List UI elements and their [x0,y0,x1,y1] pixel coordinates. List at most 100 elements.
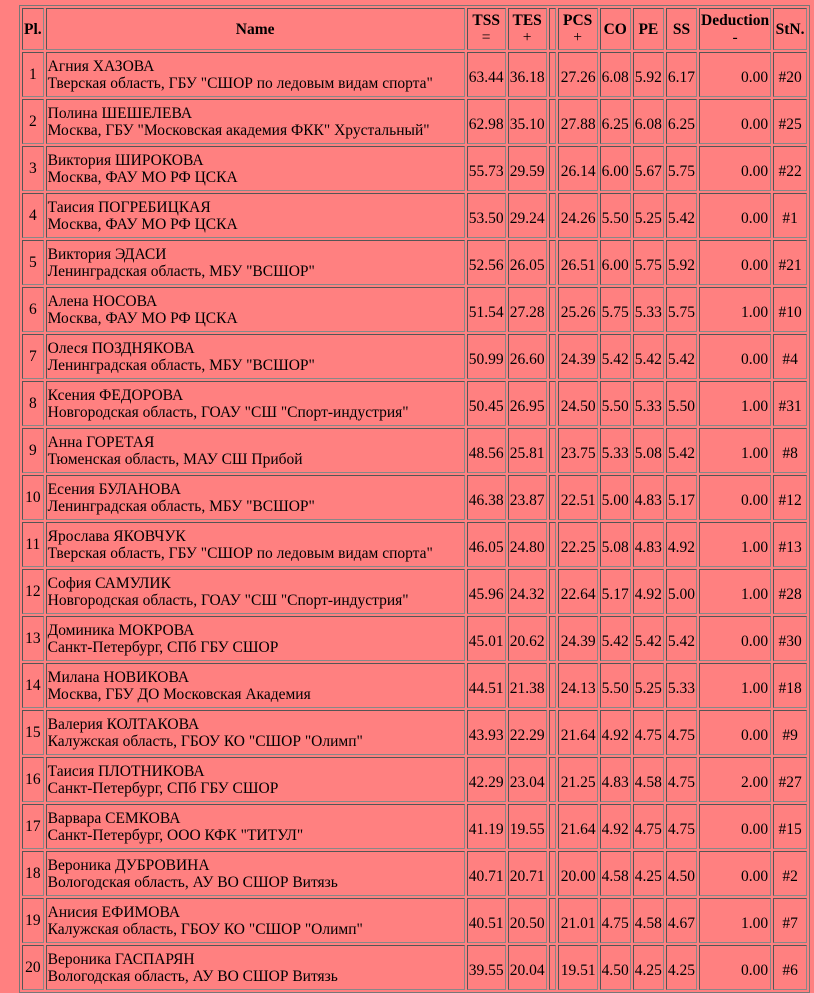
place: 3 [22,146,44,191]
ss: 5.17 [665,475,698,520]
ss: 5.50 [665,381,698,426]
tss: 41.19 [466,804,506,849]
skater-club: Москва, ФАУ МО РФ ЦСКА [47,309,238,327]
pe: 4.83 [632,475,664,520]
tss: 50.99 [466,334,506,379]
skater-name: Милана НОВИКОВА [47,668,190,686]
skater-club: Калужская область, ГБОУ КО "СШОР "Олимп" [47,732,363,750]
skater-cell: Милана НОВИКОВА Москва, ГБУ ДО Московская… [45,663,465,708]
pe: 5.33 [632,381,664,426]
pcs: 19.51 [557,945,598,990]
spacer-cell [548,428,556,473]
header-pcs: PCS + [557,8,598,50]
deduction: 1.00 [699,381,772,426]
deduction: 0.00 [699,240,772,285]
pe: 4.75 [632,710,664,755]
place: 10 [22,475,44,520]
skater-club: Москва, ФАУ МО РФ ЦСКА [47,215,238,233]
place: 17 [22,804,44,849]
table-row: 14 Милана НОВИКОВА Москва, ГБУ ДО Московск… [22,663,808,708]
skater-name: Ксения ФЕДОРОВА [47,386,184,404]
skater-club: Вологодская область, АУ ВО СШОР Витязь [47,967,338,985]
co: 4.83 [599,757,631,802]
table-row: 16 Таисия ПЛОТНИКОВА Санкт-Петербург, СПб … [22,757,808,802]
skater-name: Алена НОСОВА [47,292,158,310]
pe: 4.25 [632,851,664,896]
skater-cell: Таисия ПЛОТНИКОВА Санкт-Петербург, СПб ГБ… [45,757,465,802]
start-number: #18 [773,663,808,708]
tes: 25.81 [507,428,547,473]
skater-cell: Вероника ГАСПАРЯН Вологодская область, АУ… [45,945,465,990]
table-row: 4 Таисия ПОГРЕБИЦКАЯ Москва, ФАУ МО РФ ЦСК… [22,193,808,238]
pe: 5.08 [632,428,664,473]
spacer-cell [548,710,556,755]
tes: 27.28 [507,287,547,332]
co: 6.00 [599,146,631,191]
start-number: #12 [773,475,808,520]
ss: 4.67 [665,898,698,943]
skater-name: Вероника ГАСПАРЯН [47,950,195,968]
skater-club: Ленинградская область, МБУ "ВСШОР" [47,356,315,374]
skater-cell: Агния ХАЗОВА Тверская область, ГБУ "СШОР … [45,52,465,97]
tss: 50.45 [466,381,506,426]
table-row: 9 Анна ГОРЕТАЯ Тюменская область, МАУ СШ П… [22,428,808,473]
start-number: #13 [773,522,808,567]
tss: 40.71 [466,851,506,896]
tss: 48.56 [466,428,506,473]
tss: 63.44 [466,52,506,97]
tes: 20.62 [507,616,547,661]
header-ss: SS [665,8,698,50]
start-number: #7 [773,898,808,943]
deduction: 1.00 [699,898,772,943]
tss: 53.50 [466,193,506,238]
pe: 5.25 [632,193,664,238]
spacer-cell [548,381,556,426]
spacer-cell [548,475,556,520]
place: 6 [22,287,44,332]
co: 5.42 [599,334,631,379]
deduction: 1.00 [699,428,772,473]
skater-cell: Полина ШЕШЕЛЕВА Москва, ГБУ "Московская а… [45,99,465,144]
ss: 5.42 [665,616,698,661]
ss: 5.42 [665,428,698,473]
spacer-cell [548,945,556,990]
spacer-cell [548,616,556,661]
skater-club: Москва, ФАУ МО РФ ЦСКА [47,168,238,186]
start-number: #30 [773,616,808,661]
tes: 29.59 [507,146,547,191]
tes: 29.24 [507,193,547,238]
spacer-cell [548,334,556,379]
skater-name: Вероника ДУБРОВИНА [47,856,210,874]
tss: 42.29 [466,757,506,802]
pe: 5.25 [632,663,664,708]
results-table: Pl. Name TSS = TES + PCS + CO PE SS Deducti… [19,5,811,993]
pcs: 22.64 [557,569,598,614]
ss: 4.25 [665,945,698,990]
skater-cell: Анна ГОРЕТАЯ Тюменская область, МАУ СШ Пр… [45,428,465,473]
start-number: #22 [773,146,808,191]
co: 5.50 [599,663,631,708]
pe: 4.58 [632,898,664,943]
tes: 26.60 [507,334,547,379]
pe: 5.42 [632,616,664,661]
skater-club: Москва, ГБУ "Московская академия ФКК" Хр… [47,121,430,139]
pcs: 23.75 [557,428,598,473]
start-number: #15 [773,804,808,849]
skater-name: Есения БУЛАНОВА [47,480,181,498]
pcs: 21.64 [557,710,598,755]
pcs: 24.13 [557,663,598,708]
tss: 43.93 [466,710,506,755]
table-row: 19 Анисия ЕФИМОВА Калужская область, ГБОУ … [22,898,808,943]
ss: 5.42 [665,334,698,379]
place: 1 [22,52,44,97]
skater-name: Полина ШЕШЕЛЕВА [47,104,193,122]
deduction: 1.00 [699,287,772,332]
tss: 39.55 [466,945,506,990]
table-row: 17 Варвара СЕМКОВА Санкт-Петербург, ООО КФ… [22,804,808,849]
tss: 46.38 [466,475,506,520]
pe: 6.08 [632,99,664,144]
tss: 46.05 [466,522,506,567]
ss: 4.75 [665,710,698,755]
tes: 36.18 [507,52,547,97]
skater-name: Валерия КОЛТАКОВА [47,715,200,733]
